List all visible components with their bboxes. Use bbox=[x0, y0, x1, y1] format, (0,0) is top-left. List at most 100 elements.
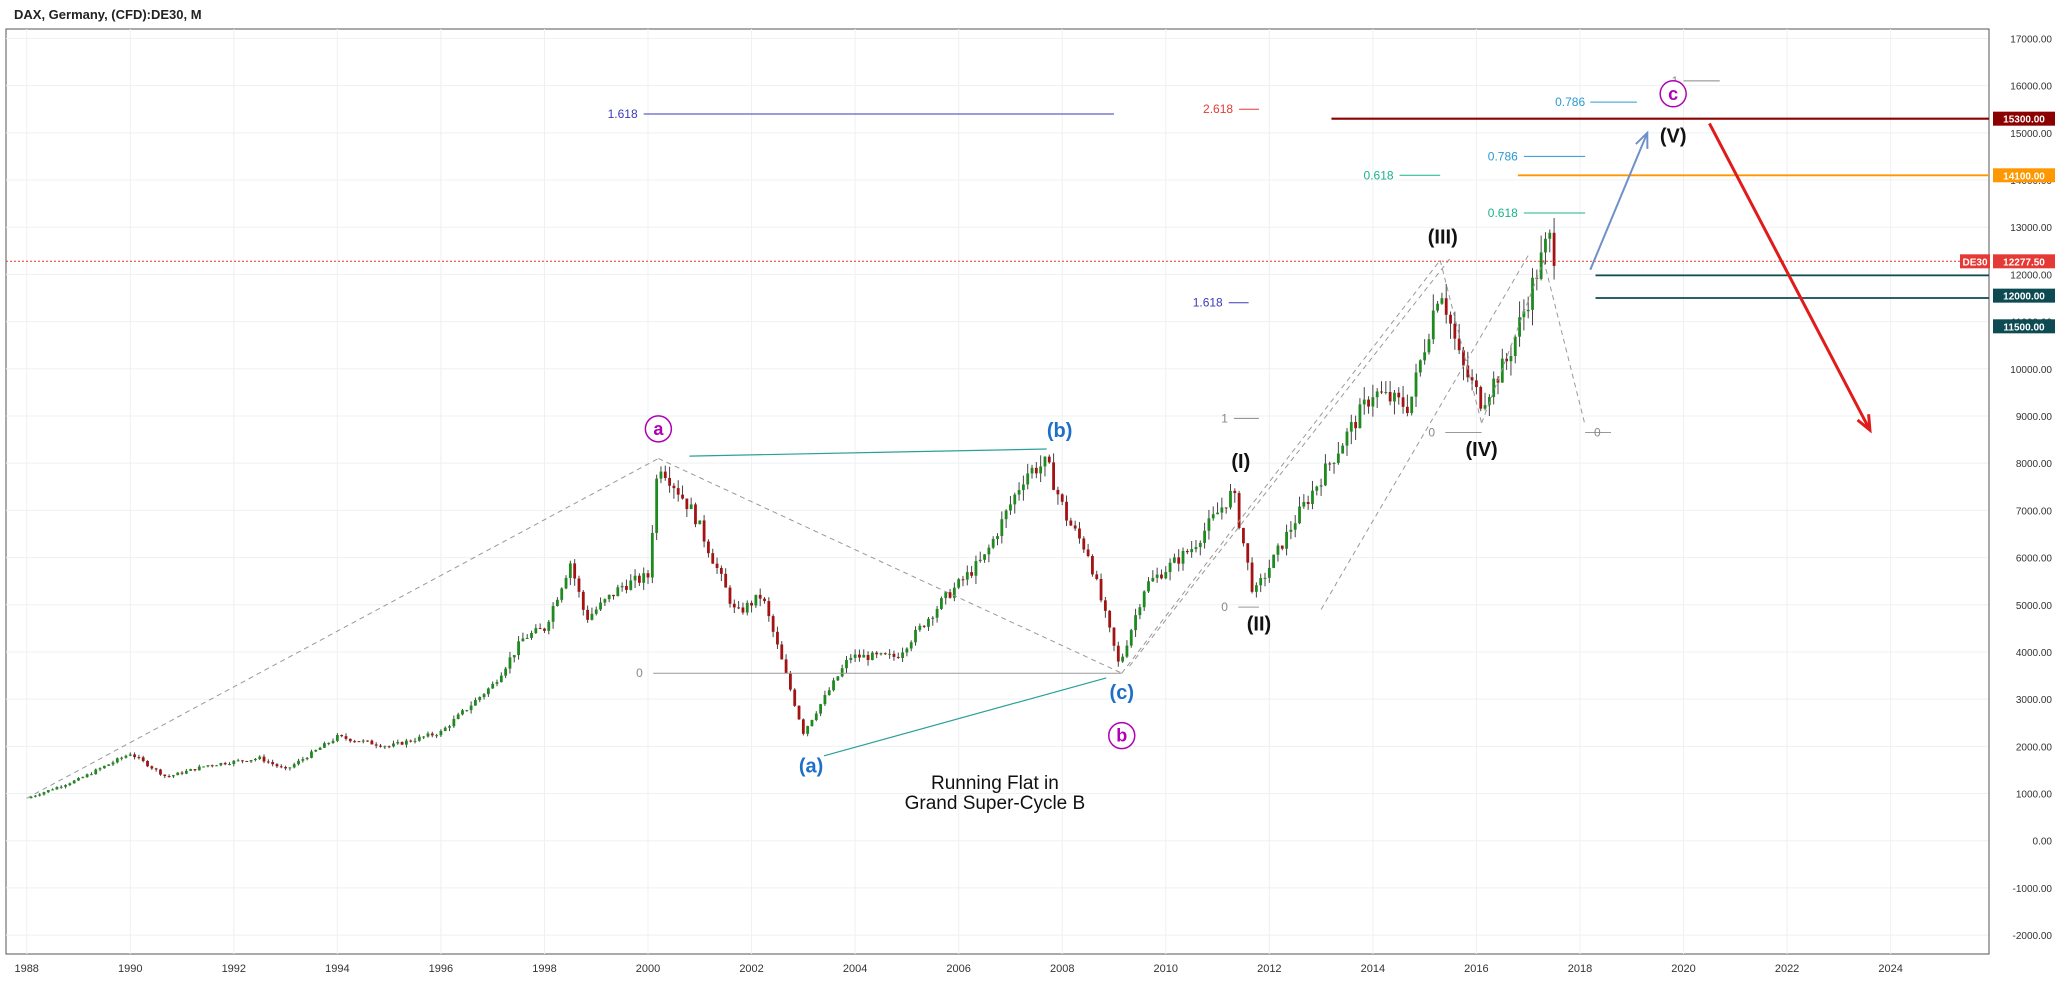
candle-body bbox=[1267, 567, 1271, 578]
candle-body bbox=[1237, 493, 1241, 528]
candle-body bbox=[1311, 490, 1314, 505]
candle-body bbox=[491, 683, 495, 689]
x-tick-label: 1988 bbox=[14, 963, 38, 975]
candle-body bbox=[560, 588, 564, 600]
candle-body bbox=[253, 758, 257, 761]
candle-body bbox=[366, 740, 369, 742]
y-tick-label: 6000.00 bbox=[2016, 554, 2053, 565]
candle-body bbox=[879, 653, 883, 655]
projection-arrow-down bbox=[1708, 122, 1872, 434]
candle-body bbox=[1000, 519, 1004, 537]
candle-body bbox=[1405, 406, 1409, 414]
candle-body bbox=[862, 654, 866, 658]
candle-body bbox=[1073, 525, 1077, 529]
wave-circle bbox=[1108, 721, 1136, 750]
candle-body bbox=[1418, 360, 1422, 373]
candles bbox=[29, 218, 1556, 799]
candle-body bbox=[137, 757, 141, 759]
candle-body bbox=[676, 488, 680, 495]
candle-body bbox=[689, 504, 693, 510]
x-tick-label: 1996 bbox=[429, 963, 453, 975]
y-tick-label: 10000.00 bbox=[2010, 365, 2052, 376]
flat-lower-line bbox=[823, 677, 1107, 757]
candle-body bbox=[1134, 615, 1137, 631]
candle-body bbox=[978, 559, 982, 562]
candle-body bbox=[392, 743, 395, 747]
y-tick-label: 4000.00 bbox=[2016, 648, 2053, 659]
candle-body bbox=[888, 653, 892, 655]
candle-body bbox=[297, 760, 300, 765]
candle-body bbox=[1052, 462, 1055, 490]
flat-upper-line bbox=[689, 448, 1047, 457]
candle-body bbox=[1172, 557, 1176, 563]
projection-arrow-up bbox=[1589, 130, 1649, 271]
candle-body bbox=[728, 587, 732, 604]
candle-body bbox=[858, 654, 861, 658]
candle-body bbox=[133, 754, 136, 758]
candle-body bbox=[534, 628, 538, 634]
candle-body bbox=[996, 536, 999, 539]
candle-body bbox=[1513, 336, 1517, 356]
candle-body bbox=[413, 740, 417, 742]
candle-body bbox=[1548, 232, 1552, 239]
candle-body bbox=[948, 592, 952, 598]
candle-body bbox=[840, 668, 844, 677]
wave-circle bbox=[644, 415, 673, 443]
candle-body bbox=[918, 625, 922, 630]
candle-body bbox=[719, 567, 723, 574]
candle-body bbox=[586, 609, 590, 620]
chart-annotation: Grand Super-Cycle B bbox=[905, 793, 1086, 814]
candle-body bbox=[249, 760, 253, 762]
candle-body bbox=[1026, 473, 1030, 485]
candle-body bbox=[417, 736, 421, 741]
candle-body bbox=[901, 652, 904, 658]
candle-body bbox=[1099, 579, 1103, 601]
candle-body bbox=[77, 778, 80, 781]
fib-label: 2.618 bbox=[1203, 102, 1233, 116]
candle-body bbox=[422, 736, 426, 738]
candle-body bbox=[590, 613, 594, 620]
trend-line-a-b bbox=[658, 458, 1122, 674]
candle-body bbox=[521, 638, 525, 642]
candle-body bbox=[1177, 557, 1181, 564]
candle-body bbox=[51, 789, 54, 791]
candle-body bbox=[965, 572, 969, 580]
y-tick-label: -1000.00 bbox=[2013, 884, 2053, 895]
candle-body bbox=[987, 547, 991, 555]
candle-body bbox=[1479, 387, 1483, 409]
candle-body bbox=[694, 504, 697, 525]
candle-body bbox=[1371, 397, 1375, 407]
fib-label: 0.618 bbox=[1488, 206, 1518, 220]
candle-body bbox=[1500, 358, 1504, 383]
candle-body bbox=[1423, 352, 1427, 361]
candle-body bbox=[551, 605, 555, 622]
candle-body bbox=[1155, 574, 1159, 578]
fib-label: 0 bbox=[1594, 426, 1601, 440]
candle-body bbox=[210, 765, 214, 767]
candle-body bbox=[1246, 543, 1250, 563]
candle-body bbox=[845, 659, 848, 669]
chart-title: DAX, Germany, (CFD):DE30, M bbox=[14, 7, 202, 22]
candle-body bbox=[659, 471, 663, 479]
candle-body bbox=[38, 794, 42, 796]
candle-body bbox=[430, 733, 434, 736]
candle-body bbox=[180, 772, 184, 774]
wave-iv-leg-2 bbox=[1481, 260, 1545, 424]
fib-label: 1.618 bbox=[1193, 296, 1223, 310]
candle-body bbox=[957, 579, 961, 588]
candle-body bbox=[1229, 490, 1232, 508]
y-tick-label: 1000.00 bbox=[2016, 790, 2053, 801]
candle-body bbox=[219, 763, 223, 766]
candle-body bbox=[556, 599, 559, 606]
candle-body bbox=[439, 731, 443, 736]
candle-body bbox=[1509, 355, 1513, 362]
candle-body bbox=[305, 757, 309, 760]
wave-label: (I) bbox=[1231, 451, 1250, 473]
candle-body bbox=[223, 763, 227, 765]
candle-body bbox=[1056, 489, 1060, 495]
candle-body bbox=[94, 769, 98, 775]
candle-body bbox=[801, 719, 805, 734]
candle-body bbox=[637, 575, 641, 583]
